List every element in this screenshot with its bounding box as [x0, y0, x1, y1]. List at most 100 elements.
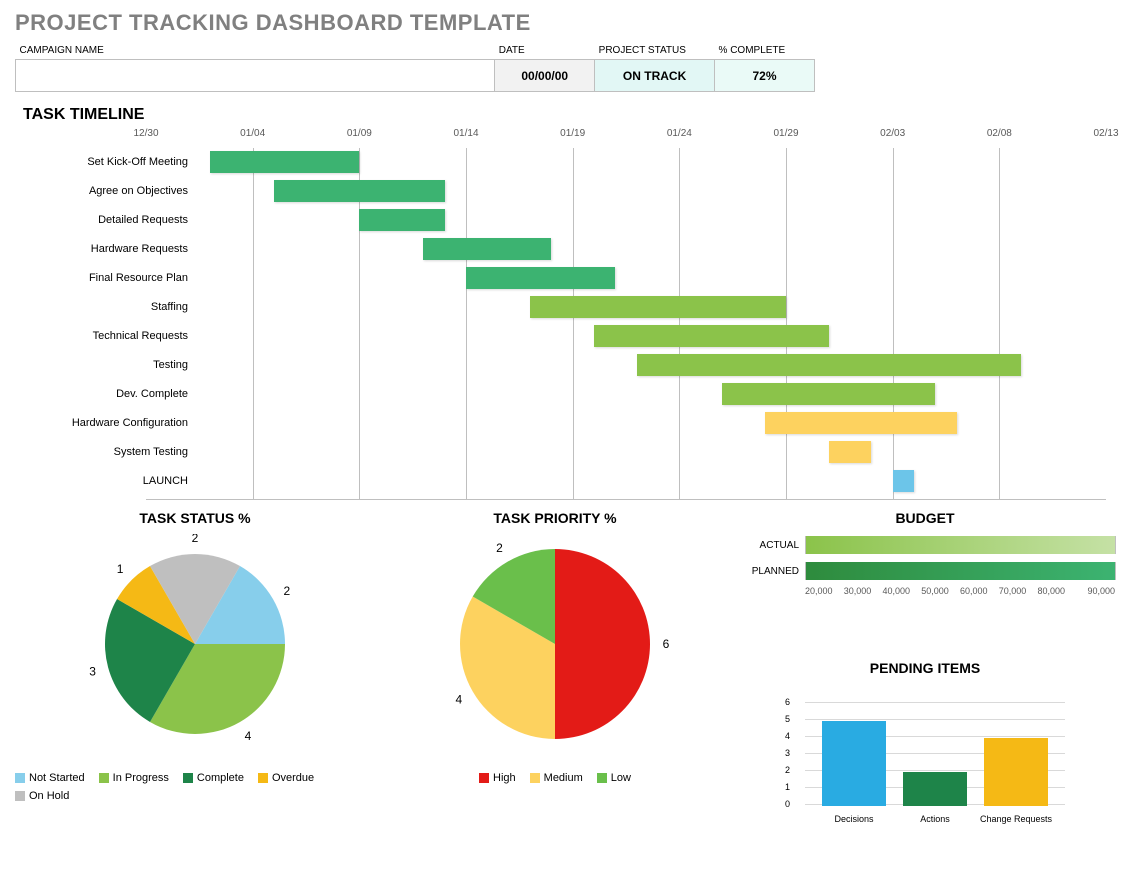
- gantt-tick-label: 02/13: [1093, 128, 1118, 139]
- budget-tick-label: 70,000: [999, 586, 1038, 596]
- timeline-title: TASK TIMELINE: [23, 106, 1117, 124]
- budget-title: BUDGET: [735, 510, 1115, 526]
- legend-label: Overdue: [272, 772, 314, 784]
- legend-label: Complete: [197, 772, 244, 784]
- pending-gridline: [805, 702, 1065, 703]
- pending-ytick-label: 2: [785, 765, 790, 775]
- legend-swatch: [479, 773, 489, 783]
- legend-swatch: [597, 773, 607, 783]
- pending-ytick-label: 5: [785, 714, 790, 724]
- budget-bar-fill: [806, 536, 1115, 554]
- pending-ytick-label: 6: [785, 697, 790, 707]
- budget-chart: ACTUAL PLANNED 20,00030,00040,00050,00060,…: [735, 534, 1115, 644]
- gantt-gridline: [253, 148, 254, 500]
- pending-ytick-label: 3: [785, 748, 790, 758]
- budget-bar-fill: [806, 562, 1115, 580]
- budget-tick-label: 50,000: [921, 586, 960, 596]
- legend-item: Not Started: [15, 772, 85, 784]
- gantt-gridline: [893, 148, 894, 500]
- campaign-name-cell[interactable]: [16, 60, 495, 92]
- legend-swatch: [99, 773, 109, 783]
- gantt-gridline: [679, 148, 680, 500]
- pending-xtick-label: Actions: [920, 814, 950, 824]
- gantt-bar: [466, 267, 615, 289]
- pending-bar: [903, 772, 967, 806]
- date-cell[interactable]: 00/00/00: [495, 60, 595, 92]
- pie-value-label: 1: [117, 562, 124, 576]
- legend-item: On Hold: [15, 790, 69, 802]
- gantt-tick-label: 01/04: [240, 128, 265, 139]
- pie-value-label: 2: [496, 541, 503, 555]
- gantt-bar: [722, 383, 935, 405]
- pending-gridline: [805, 719, 1065, 720]
- gantt-tick-label: 01/24: [667, 128, 692, 139]
- gantt-gridline: [999, 148, 1000, 500]
- pending-ytick-label: 1: [785, 782, 790, 792]
- gantt-tick-label: 02/08: [987, 128, 1012, 139]
- gantt-tick-label: 01/29: [773, 128, 798, 139]
- gantt-gridline: [786, 148, 787, 500]
- legend-item: Medium: [530, 772, 583, 784]
- legend-label: Medium: [544, 772, 583, 784]
- priority-pie: 6 4 2: [405, 534, 705, 764]
- priority-pie-title: TASK PRIORITY %: [385, 510, 725, 526]
- legend-swatch: [258, 773, 268, 783]
- gantt-tick-label: 01/09: [347, 128, 372, 139]
- pct-complete-cell[interactable]: 72%: [715, 60, 815, 92]
- legend-item: High: [479, 772, 516, 784]
- pending-bar: [984, 738, 1048, 806]
- gantt-bar: [210, 151, 359, 173]
- budget-tick-label: 30,000: [844, 586, 883, 596]
- pending-title: PENDING ITEMS: [735, 660, 1115, 676]
- legend-label: On Hold: [29, 790, 69, 802]
- budget-tick-label: 80,000: [1038, 586, 1077, 596]
- status-pie-legend: Not Started In Progress Complete Overdue On …: [15, 772, 375, 802]
- header-label-status: PROJECT STATUS: [595, 42, 715, 60]
- gantt-bar: [359, 209, 444, 231]
- budget-tick-label: 90,000: [1076, 586, 1115, 596]
- legend-swatch: [530, 773, 540, 783]
- legend-swatch: [183, 773, 193, 783]
- pie-value-label: 2: [192, 534, 199, 545]
- legend-label: High: [493, 772, 516, 784]
- header-label-campaign: CAMPAIGN NAME: [16, 42, 495, 60]
- gantt-bar: [274, 180, 445, 202]
- page-title: PROJECT TRACKING DASHBOARD TEMPLATE: [15, 10, 1117, 36]
- gantt-bar: [893, 470, 914, 492]
- header-label-date: DATE: [495, 42, 595, 60]
- budget-tick-label: 20,000: [805, 586, 844, 596]
- legend-swatch: [15, 773, 25, 783]
- budget-track: [805, 562, 1115, 580]
- legend-label: Not Started: [29, 772, 85, 784]
- gantt-gridline: [466, 148, 467, 500]
- legend-swatch: [15, 791, 25, 801]
- budget-bar-label: ACTUAL: [735, 540, 805, 551]
- legend-item: Low: [597, 772, 631, 784]
- gantt-tick-label: 01/14: [453, 128, 478, 139]
- legend-item: In Progress: [99, 772, 169, 784]
- legend-item: Complete: [183, 772, 244, 784]
- pie-value-label: 3: [89, 664, 96, 678]
- gantt-bar: [530, 296, 786, 318]
- gantt-tick-label: 02/03: [880, 128, 905, 139]
- pie-value-label: 2: [283, 584, 290, 598]
- gantt-bar: [423, 238, 551, 260]
- status-pie: 2 4 3 1 2: [25, 534, 365, 764]
- header-table: CAMPAIGN NAME DATE PROJECT STATUS % COMP…: [15, 42, 815, 92]
- pending-xtick-label: Change Requests: [980, 814, 1052, 824]
- pie-value-label: 6: [663, 637, 670, 651]
- budget-ticks-row: 20,00030,00040,00050,00060,00070,00080,0…: [805, 586, 1115, 596]
- budget-bar-row: PLANNED: [735, 560, 1115, 582]
- gantt-bar: [765, 412, 957, 434]
- pie-value-label: 4: [245, 729, 252, 743]
- legend-label: In Progress: [113, 772, 169, 784]
- status-cell[interactable]: ON TRACK: [595, 60, 715, 92]
- pending-xtick-label: Decisions: [834, 814, 873, 824]
- pie-slice: [555, 549, 650, 739]
- pie-value-label: 4: [456, 693, 463, 707]
- budget-bar-row: ACTUAL: [735, 534, 1115, 556]
- budget-tick-label: 40,000: [883, 586, 922, 596]
- gantt-tick-label: 01/19: [560, 128, 585, 139]
- pending-ytick-label: 0: [785, 799, 790, 809]
- header-label-complete: % COMPLETE: [715, 42, 815, 60]
